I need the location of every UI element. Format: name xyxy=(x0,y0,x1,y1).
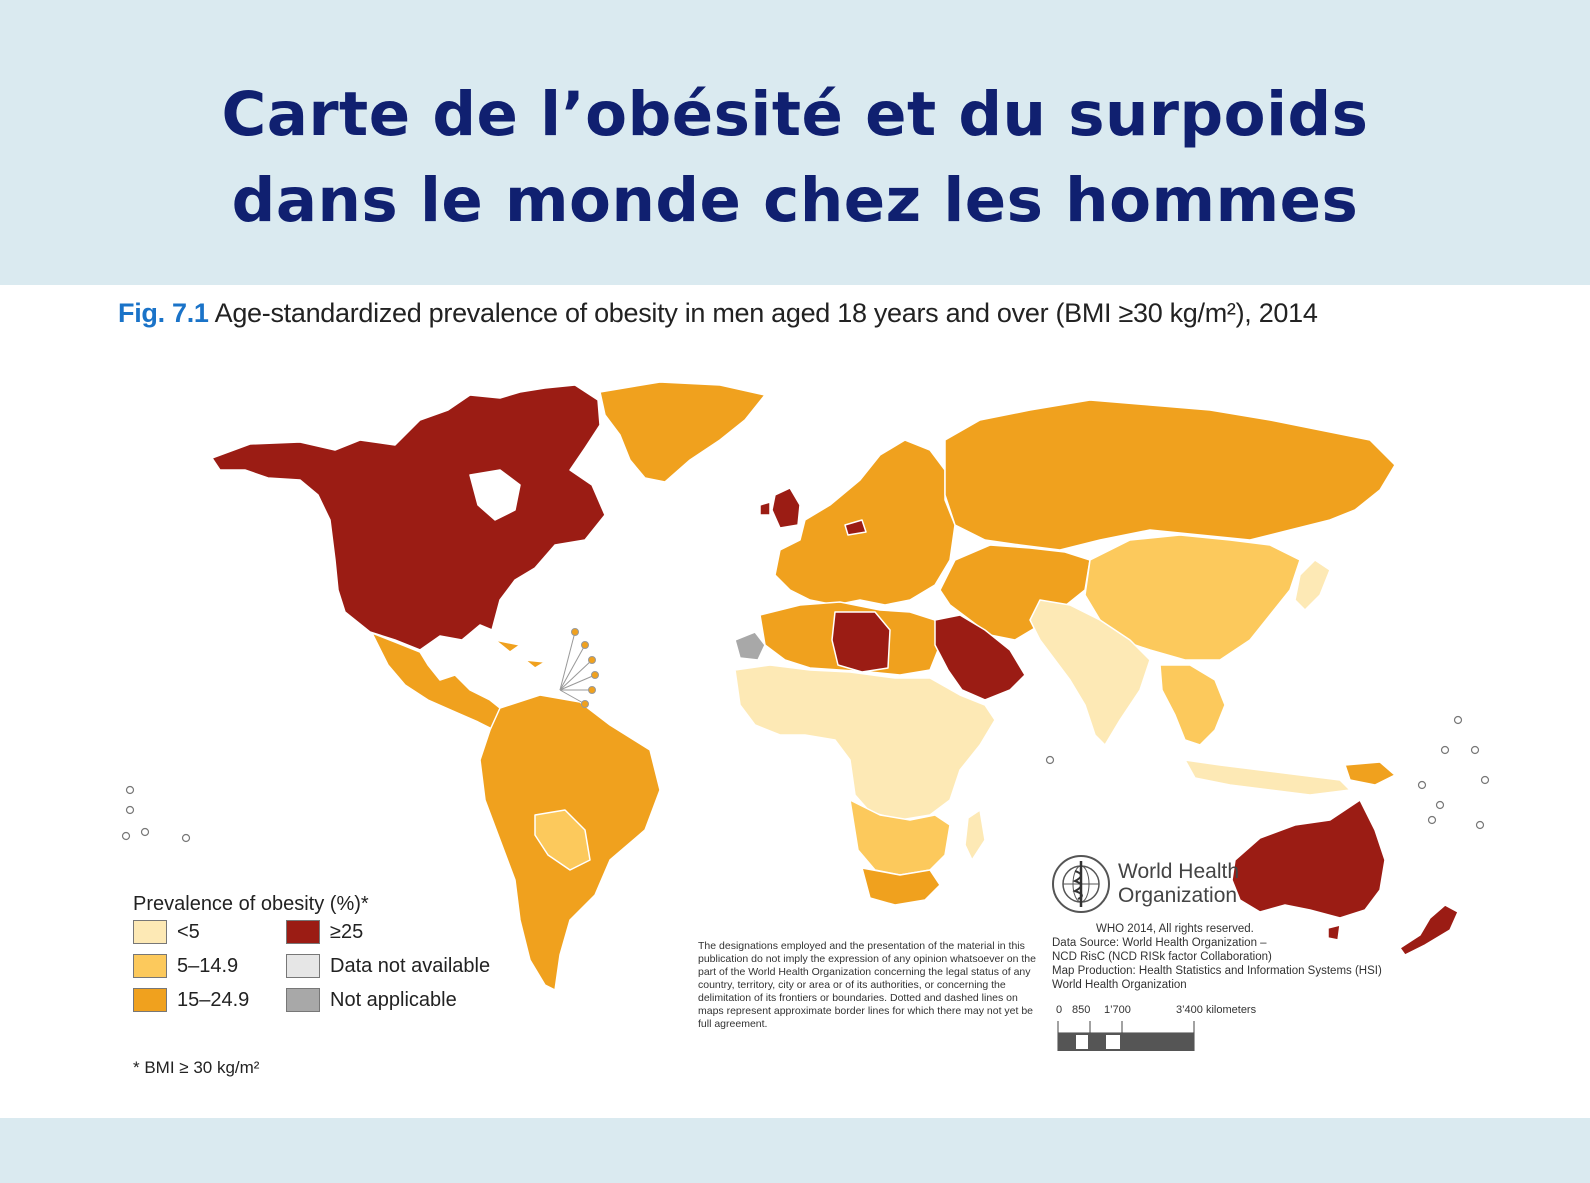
legend-swatch-5-14 xyxy=(133,954,167,978)
credits-line-1: Data Source: World Health Organization – xyxy=(1052,937,1267,949)
world-map xyxy=(121,381,1490,991)
scale-tick-1700: 1’700 xyxy=(1104,1004,1131,1016)
legend-label-15-24: 15–24.9 xyxy=(177,988,250,1011)
who-emblem-icon xyxy=(1052,855,1110,913)
legend-swatch-lt5 xyxy=(133,920,167,944)
figure-caption: Fig. 7.1 Age-standardized prevalence of o… xyxy=(118,298,1318,329)
region-southern-africa xyxy=(849,799,951,876)
scale-tick-3400: 3’400 kilometers xyxy=(1176,1004,1257,1016)
legend-swatch-not-applicable xyxy=(286,988,320,1012)
region-south-africa xyxy=(861,867,941,906)
scale-bar xyxy=(1057,1021,1195,1051)
region-southeast-asia xyxy=(1159,664,1226,746)
who-name: World Health Organization xyxy=(1118,860,1239,908)
legend-title: Prevalence of obesity (%)* xyxy=(133,893,369,915)
scale-bar-labels: 0 850 1’700 3’400 kilometers xyxy=(1056,1004,1296,1018)
region-united-kingdom xyxy=(771,487,801,529)
slide-title: Carte de l’obésité et du surpoids dans l… xyxy=(0,72,1590,244)
region-indonesia xyxy=(1184,759,1351,796)
scale-tick-850: 850 xyxy=(1072,1004,1091,1016)
slide-title-line-1: Carte de l’obésité et du surpoids xyxy=(221,79,1369,150)
legend-label-not-applicable: Not applicable xyxy=(330,988,457,1011)
region-bolivia-paraguay xyxy=(534,809,591,871)
region-western-sahara xyxy=(734,631,766,661)
legend-swatch-no-data xyxy=(286,954,320,978)
region-japan xyxy=(1294,559,1331,611)
legend-item-gte25: ≥25 xyxy=(286,920,363,944)
credits-line-3: Map Production: Health Statistics and In… xyxy=(1052,965,1382,977)
legend-item-15-24: 15–24.9 xyxy=(133,988,249,1012)
region-south-asia xyxy=(1029,599,1151,746)
legend-item-lt5: <5 xyxy=(133,920,200,944)
legend-footnote: * BMI ≥ 30 kg/m² xyxy=(133,1058,260,1077)
legend-label-lt5: <5 xyxy=(177,920,200,943)
figure-caption-text: Age-standardized prevalence of obesity i… xyxy=(214,298,1318,328)
who-name-line-2: Organization xyxy=(1118,884,1238,907)
region-greenland xyxy=(599,381,766,483)
legend-label-gte25: ≥25 xyxy=(330,920,364,943)
legend-label-5-14: 5–14.9 xyxy=(177,954,239,977)
legend-item-no-data: Data not available xyxy=(286,954,490,978)
legend-item-not-applicable: Not applicable xyxy=(286,988,457,1012)
region-australia xyxy=(1231,799,1386,919)
title-band xyxy=(0,0,1590,285)
credits-line-2: NCD RisC (NCD RISk factor Collaboration) xyxy=(1052,951,1272,963)
region-russia xyxy=(944,399,1396,551)
region-europe xyxy=(774,439,956,606)
figure-label: Fig. 7.1 xyxy=(118,298,209,328)
region-mexico-central-america xyxy=(371,632,516,734)
who-name-line-1: World Health xyxy=(1118,860,1239,883)
caribbean-callout xyxy=(559,628,599,708)
region-north-america xyxy=(211,384,606,651)
region-saudi-arabia-gulf xyxy=(934,614,1026,701)
legend-swatch-15-24 xyxy=(133,988,167,1012)
legend-swatch-gte25 xyxy=(286,920,320,944)
copyright-text: WHO 2014, All rights reserved. xyxy=(1096,923,1254,935)
region-new-zealand xyxy=(1399,904,1459,956)
slide-title-line-2: dans le monde chez les hommes xyxy=(231,165,1359,236)
region-libya xyxy=(831,611,891,673)
scale-tick-0: 0 xyxy=(1056,1004,1063,1016)
credits-block: WHO 2014, All rights reserved. Data Sour… xyxy=(1052,922,1382,992)
legend-item-5-14: 5–14.9 xyxy=(133,954,238,978)
island-markers xyxy=(121,715,1490,843)
credits-line-4: World Health Organization xyxy=(1052,979,1187,991)
disclaimer-text: The designations employed and the presen… xyxy=(698,940,1036,1030)
bottom-band xyxy=(0,1118,1590,1183)
legend-label-no-data: Data not available xyxy=(330,954,491,977)
region-sub-saharan-africa xyxy=(734,664,996,821)
